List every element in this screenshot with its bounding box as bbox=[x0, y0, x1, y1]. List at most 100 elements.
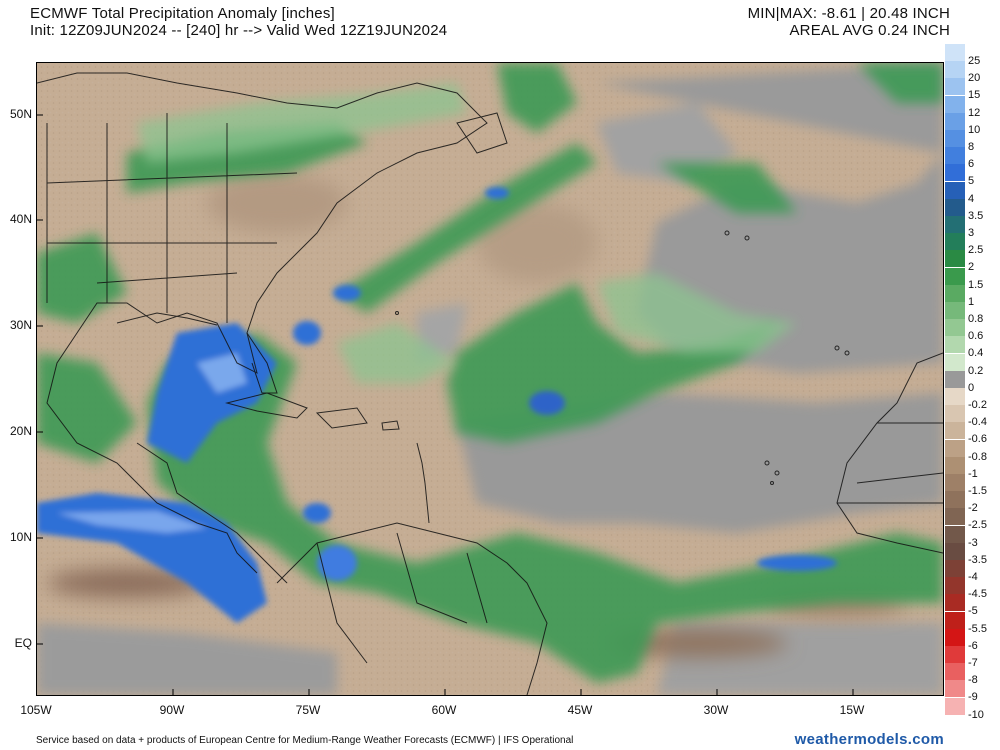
colorbar-label: -5.5 bbox=[968, 622, 987, 635]
colorbar-label: 0.6 bbox=[968, 330, 984, 343]
lat-label-30n: 30N bbox=[9, 318, 32, 332]
colorbar-label: -2.5 bbox=[968, 519, 987, 532]
colorbar-swatch bbox=[945, 663, 965, 681]
colorbar-swatch bbox=[945, 198, 965, 216]
colorbar-swatch bbox=[945, 628, 965, 646]
colorbar-label: 0.8 bbox=[968, 313, 984, 325]
coastlines-and-borders bbox=[37, 72, 943, 695]
map-canvas bbox=[37, 63, 943, 695]
colorbar-label: 1.5 bbox=[968, 278, 984, 291]
colorbar-swatch bbox=[945, 164, 965, 182]
data-credit: Service based on data + products of Euro… bbox=[36, 735, 574, 746]
colorbar-swatch bbox=[945, 112, 965, 130]
colorbar-label: -1 bbox=[968, 467, 978, 480]
colorbar-swatch bbox=[945, 44, 965, 61]
colorbar-swatch bbox=[945, 388, 965, 405]
colorbar-swatch bbox=[945, 319, 965, 337]
colorbar-swatch bbox=[945, 474, 965, 491]
colorbar bbox=[945, 44, 965, 715]
colorbar-label: 2 bbox=[968, 261, 975, 274]
colorbar-swatch bbox=[945, 336, 965, 354]
colorbar-swatch bbox=[945, 216, 965, 233]
light-wet-regions bbox=[137, 83, 797, 383]
colorbar-label: 15 bbox=[968, 89, 981, 102]
colorbar-swatch bbox=[945, 61, 965, 79]
colorbar-label: -8 bbox=[968, 674, 978, 687]
colorbar-swatch bbox=[945, 250, 965, 268]
colorbar-label: -0.4 bbox=[968, 416, 987, 429]
colorbar-label: -4.5 bbox=[968, 588, 987, 601]
colorbar-label: -6 bbox=[968, 639, 978, 652]
colorbar-label: -0.8 bbox=[968, 450, 987, 463]
colorbar-label: -5 bbox=[968, 605, 978, 618]
heavy-wet-regions bbox=[37, 187, 837, 623]
colorbar-label: 12 bbox=[968, 106, 981, 119]
lat-label-50n: 50N bbox=[9, 107, 32, 121]
colorbar-label: -2 bbox=[968, 502, 978, 515]
colorbar-swatch bbox=[945, 525, 965, 543]
colorbar-label: -1.5 bbox=[968, 485, 987, 497]
colorbar-swatch bbox=[945, 353, 965, 371]
lon-label-45w: 45W bbox=[567, 703, 593, 717]
colorbar-label: 3.5 bbox=[968, 209, 984, 222]
lon-label-75w: 75W bbox=[295, 703, 321, 717]
axis-ticks bbox=[37, 114, 854, 695]
areal-average-readout: AREAL AVG 0.24 INCH bbox=[789, 22, 950, 39]
colorbar-swatch bbox=[945, 508, 965, 526]
colorbar-label: 0.2 bbox=[968, 364, 984, 377]
colorbar-label: -3 bbox=[968, 536, 978, 549]
colorbar-label: 10 bbox=[968, 123, 981, 136]
colorbar-swatch bbox=[945, 147, 965, 165]
colorbar-label: 25 bbox=[968, 55, 981, 67]
colorbar-swatch bbox=[945, 405, 965, 423]
colorbar-swatch bbox=[945, 181, 965, 199]
colorbar-label: 4 bbox=[968, 192, 975, 205]
lon-label-105w: 105W bbox=[20, 703, 52, 717]
colorbar-swatch bbox=[945, 560, 965, 577]
colorbar-swatch bbox=[945, 646, 965, 663]
lat-label-20n: 20N bbox=[9, 424, 32, 438]
brand-link[interactable]: weathermodels.com bbox=[794, 731, 944, 748]
lon-label-60w: 60W bbox=[431, 703, 457, 717]
colorbar-label: 3 bbox=[968, 227, 975, 239]
lat-label-eq: EQ bbox=[14, 636, 32, 650]
colorbar-label: -10 bbox=[968, 708, 984, 721]
colorbar-swatch bbox=[945, 267, 965, 285]
colorbar-label: 20 bbox=[968, 72, 981, 85]
colorbar-swatch bbox=[945, 611, 965, 629]
lon-label-30w: 30W bbox=[703, 703, 729, 717]
colorbar-swatch bbox=[945, 491, 965, 509]
colorbar-swatch bbox=[945, 233, 965, 251]
colorbar-label: -0.6 bbox=[968, 433, 987, 446]
colorbar-swatch bbox=[945, 302, 965, 319]
colorbar-swatch bbox=[945, 577, 965, 595]
colorbar-label: 0 bbox=[968, 381, 975, 394]
colorbar-swatch bbox=[945, 594, 965, 612]
lon-label-90w: 90W bbox=[159, 703, 185, 717]
colorbar-label: -7 bbox=[968, 657, 978, 669]
colorbar-label: 5 bbox=[968, 175, 975, 188]
colorbar-swatch bbox=[945, 95, 965, 113]
colorbar-label: -4 bbox=[968, 571, 978, 583]
colorbar-label: 6 bbox=[968, 158, 975, 171]
precipitation-anomaly-map bbox=[36, 62, 944, 696]
colorbar-swatch bbox=[945, 439, 965, 457]
strong-dry-regions bbox=[47, 173, 907, 657]
lat-label-40n: 40N bbox=[9, 212, 32, 226]
colorbar-swatch bbox=[945, 680, 965, 698]
colorbar-swatch bbox=[945, 130, 965, 147]
colorbar-swatch bbox=[945, 78, 965, 96]
colorbar-label: 2.5 bbox=[968, 244, 984, 257]
colorbar-swatch bbox=[945, 456, 965, 474]
colorbar-swatch bbox=[945, 697, 965, 715]
colorbar-label: -9 bbox=[968, 691, 978, 704]
colorbar-swatch bbox=[945, 284, 965, 302]
colorbar-label: 1 bbox=[968, 295, 975, 308]
colorbar-swatch bbox=[945, 542, 965, 560]
colorbar-label: 8 bbox=[968, 141, 975, 153]
init-valid-line: Init: 12Z09JUN2024 -- [240] hr --> Valid… bbox=[30, 22, 448, 39]
min-max-readout: MIN|MAX: -8.61 | 20.48 INCH bbox=[747, 5, 950, 22]
colorbar-label: -3.5 bbox=[968, 553, 987, 566]
map-title: ECMWF Total Precipitation Anomaly [inche… bbox=[30, 5, 335, 22]
colorbar-swatch bbox=[945, 422, 965, 440]
